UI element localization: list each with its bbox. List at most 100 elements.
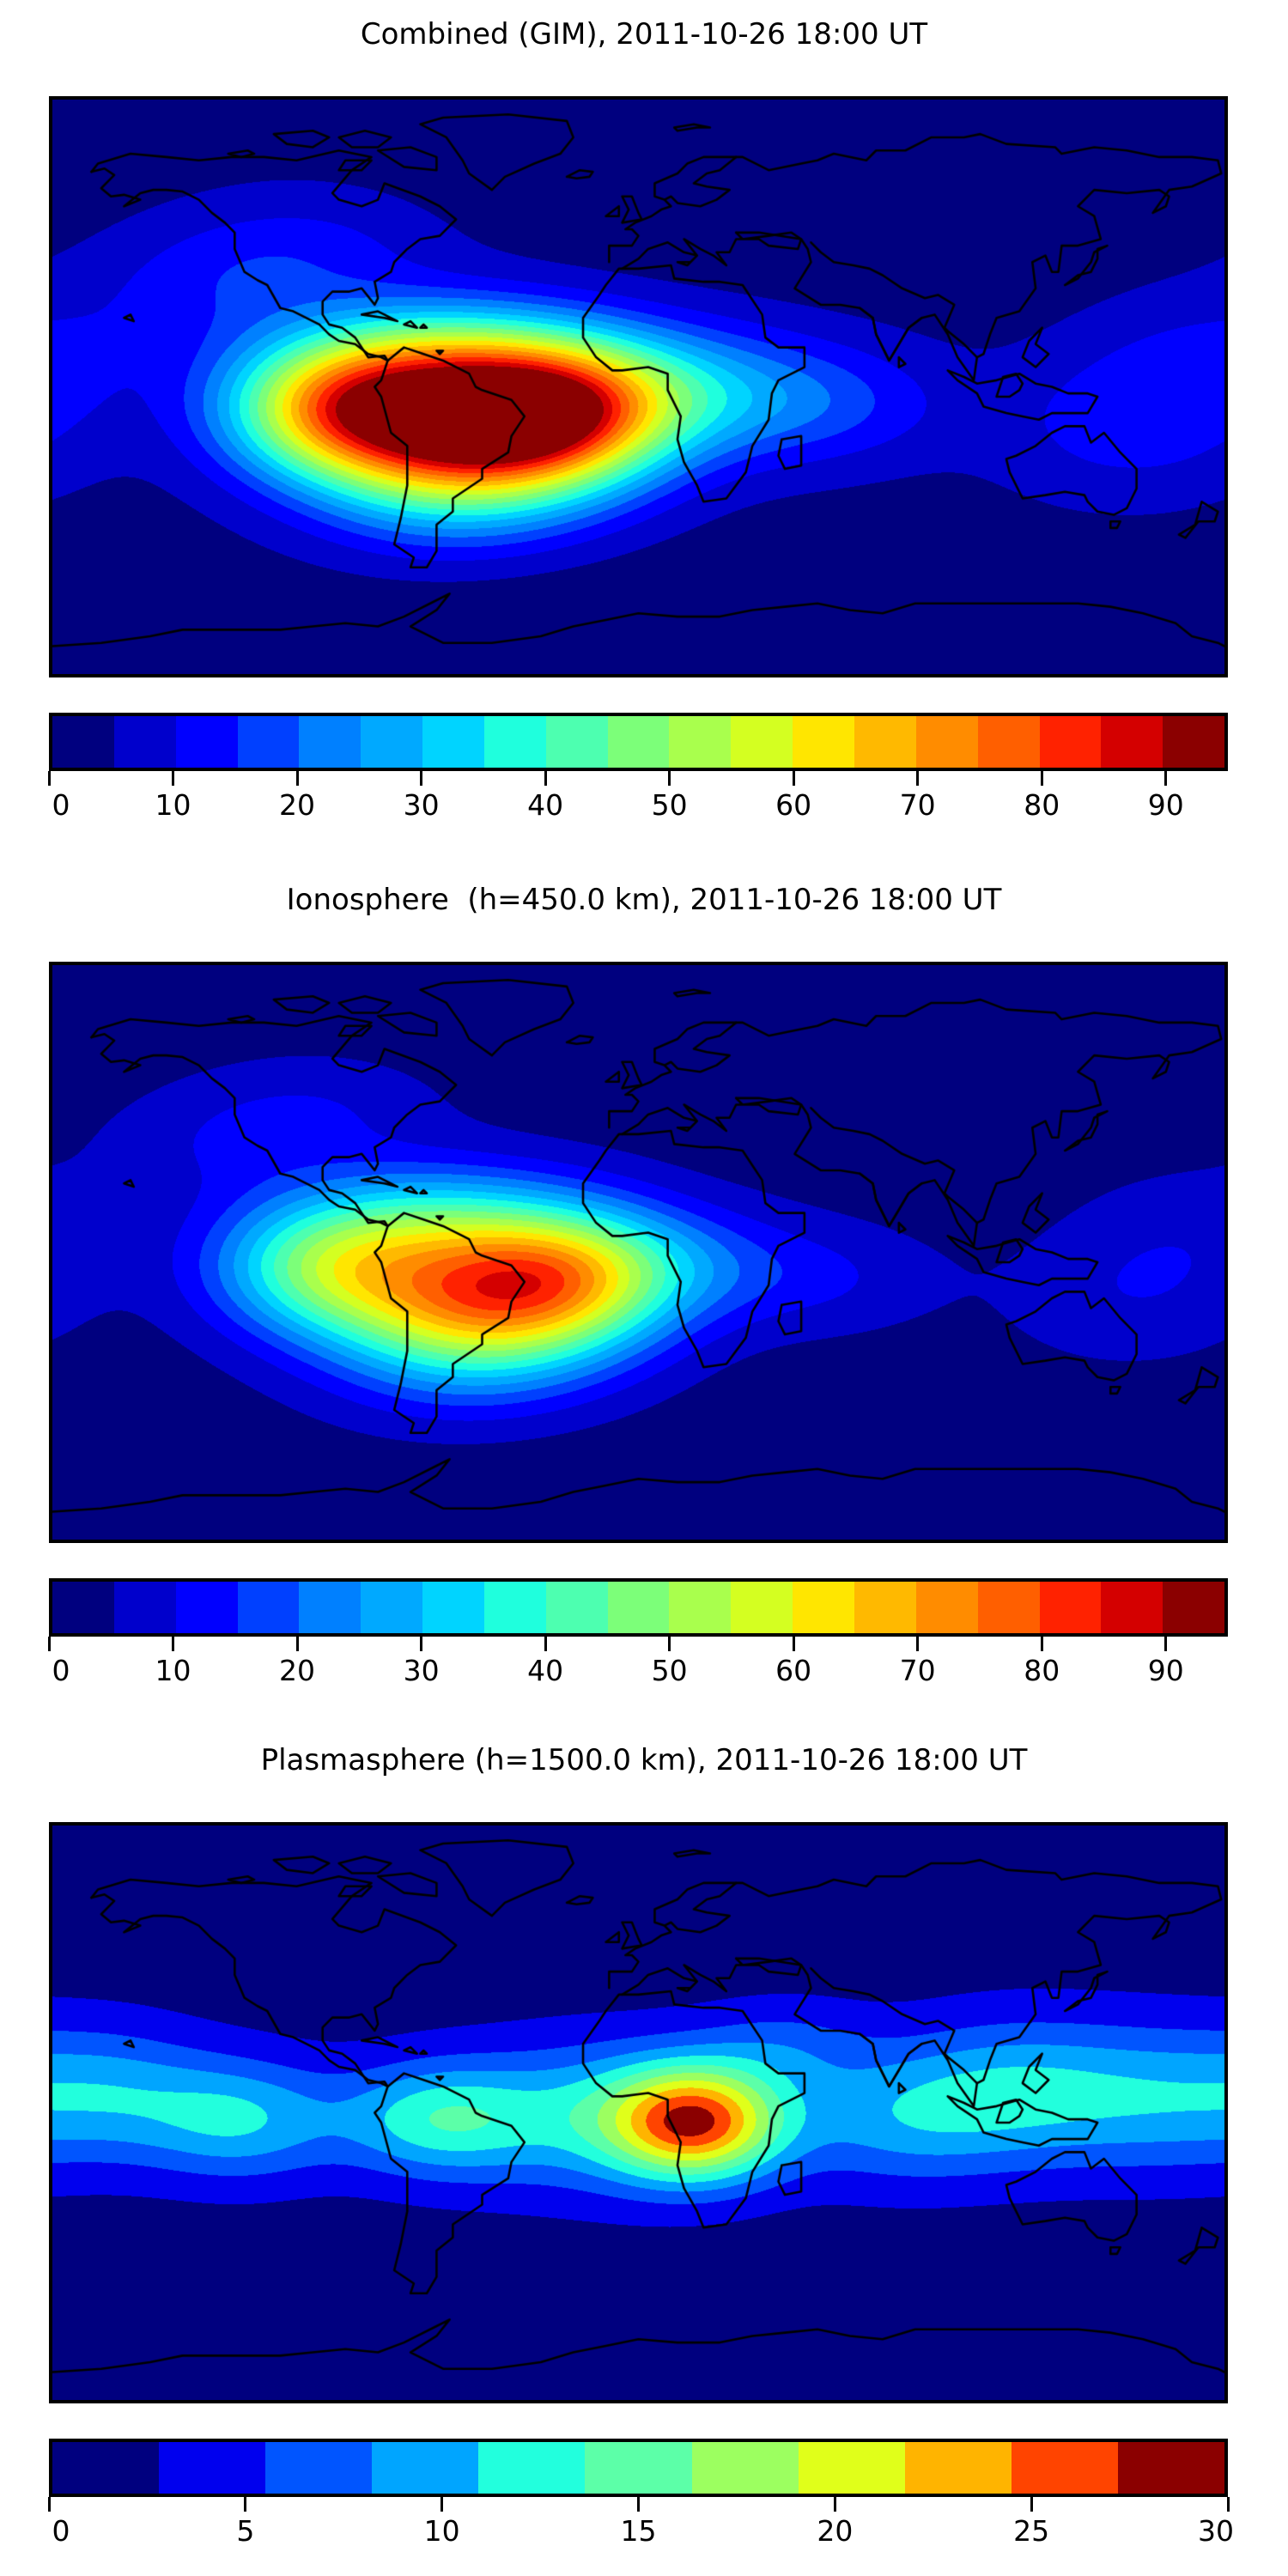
colorbar-plasmasphere: 0 5 10 15 20 25 30 — [47, 2439, 1234, 2567]
colorbar-tick-label: 30 — [403, 788, 440, 822]
colorbar-tick-label: 60 — [775, 1654, 812, 1687]
colorbar-combined: 0 10 20 30 40 50 60 70 80 90 — [47, 713, 1228, 841]
colorbar-tick — [916, 1637, 920, 1651]
colorbar-segment — [854, 1582, 916, 1633]
colorbar-segment — [798, 2442, 905, 2494]
colorbar-segment — [1039, 1582, 1102, 1633]
colorbar-segment — [361, 1582, 423, 1633]
colorbar-segment — [669, 1582, 732, 1633]
colorbar-segment — [915, 716, 978, 768]
colorbar-tick — [792, 771, 795, 786]
colorbar-tick — [47, 771, 51, 786]
colorbar-tick — [1040, 1637, 1043, 1651]
colorbar-axis-plasmasphere: 0 5 10 15 20 25 30 — [47, 2497, 1234, 2557]
colorbar-tick — [637, 2497, 640, 2512]
colorbar-segment — [1039, 716, 1102, 768]
panel-title-combined: Combined (GIM), 2011-10-26 18:00 UT — [360, 17, 928, 52]
panel-combined-gim: Combined (GIM), 2011-10-26 18:00 UT 0 10 2… — [0, 0, 1288, 859]
colorbar-segment — [422, 1582, 484, 1633]
colorbar-tick-label: 0 — [52, 2514, 70, 2548]
panel-title-ionosphere: Ionosphere (h=450.0 km), 2011-10-26 18:0… — [286, 883, 1002, 917]
colorbar-tick — [833, 2497, 836, 2512]
colorbar-tick-label: 0 — [52, 1654, 70, 1687]
colorbar-tick — [295, 771, 299, 786]
colorbar-tick-label: 70 — [899, 788, 936, 822]
contour-raster — [52, 1826, 1224, 2400]
colorbar-segment — [545, 716, 608, 768]
contour-raster — [52, 965, 1224, 1540]
colorbar-segment — [1163, 716, 1225, 768]
colorbar-tick-label: 50 — [651, 1654, 688, 1687]
colorbar-tick — [172, 1637, 175, 1651]
colorbar-segment — [607, 716, 670, 768]
colorbar-segment — [669, 716, 732, 768]
colorbar-segment — [299, 1582, 361, 1633]
colorbar-tick — [47, 1637, 51, 1651]
colorbar-tick-label: 20 — [817, 2514, 854, 2548]
colorbar-tick — [295, 1637, 299, 1651]
panel-plasmasphere: Plasmasphere (h=1500.0 km), 2011-10-26 1… — [0, 1717, 1288, 2576]
colorbar-segment — [483, 716, 546, 768]
colorbar-tick — [668, 1637, 671, 1651]
colorbar-ionosphere: 0 10 20 30 40 50 60 70 80 90 — [47, 1578, 1228, 1707]
colorbar-axis-combined: 0 10 20 30 40 50 60 70 80 90 — [47, 771, 1228, 831]
colorbar-segment — [691, 2442, 799, 2494]
panel-ionosphere: Ionosphere (h=450.0 km), 2011-10-26 18:0… — [0, 859, 1288, 1717]
colorbar-segment — [1163, 1582, 1225, 1633]
colorbar-segment — [175, 716, 238, 768]
colorbar-tick-label: 60 — [775, 788, 812, 822]
colorbar-tick-label: 20 — [279, 1654, 316, 1687]
colorbar-segment — [422, 716, 484, 768]
colorbar-segment — [1011, 2442, 1118, 2494]
colorbar-segment — [265, 2442, 373, 2494]
colorbar-segment — [159, 2442, 266, 2494]
colorbar-segment — [1101, 1582, 1163, 1633]
map-plasmasphere — [49, 1822, 1228, 2403]
colorbar-segment — [585, 2442, 692, 2494]
colorbar-tick-label: 90 — [1147, 1654, 1184, 1687]
colorbar-segment — [793, 1582, 854, 1633]
colorbar-strip-ionosphere — [49, 1578, 1228, 1637]
colorbar-tick-label: 90 — [1147, 788, 1184, 822]
colorbar-tick — [1164, 771, 1168, 786]
colorbar-segment — [545, 1582, 608, 1633]
map-combined-gim — [49, 96, 1228, 677]
colorbar-segment — [854, 716, 916, 768]
colorbar-tick-label: 80 — [1024, 1654, 1060, 1687]
colorbar-segment — [175, 1582, 238, 1633]
colorbar-tick — [916, 771, 920, 786]
colorbar-tick-label: 80 — [1024, 788, 1060, 822]
colorbar-segment — [915, 1582, 978, 1633]
colorbar-tick — [1164, 1637, 1168, 1651]
colorbar-segment — [299, 716, 361, 768]
colorbar-tick — [1040, 771, 1043, 786]
colorbar-tick-label: 30 — [1198, 2514, 1234, 2548]
colorbar-tick-label: 40 — [527, 1654, 564, 1687]
colorbar-tick — [47, 2497, 51, 2512]
colorbar-tick-label: 70 — [899, 1654, 936, 1687]
colorbar-axis-ionosphere: 0 10 20 30 40 50 60 70 80 90 — [47, 1637, 1228, 1697]
colorbar-tick — [420, 771, 423, 786]
map-ionosphere — [49, 962, 1228, 1543]
colorbar-tick — [668, 771, 671, 786]
colorbar-tick-label: 10 — [155, 788, 191, 822]
colorbar-segment — [1117, 2442, 1225, 2494]
panel-title-plasmasphere: Plasmasphere (h=1500.0 km), 2011-10-26 1… — [260, 1743, 1028, 1777]
colorbar-tick-label: 10 — [423, 2514, 460, 2548]
colorbar-segment — [52, 1582, 114, 1633]
colorbar-tick-label: 25 — [1013, 2514, 1050, 2548]
colorbar-segment — [607, 1582, 670, 1633]
colorbar-strip-plasmasphere — [49, 2439, 1228, 2497]
contour-raster — [52, 100, 1224, 674]
colorbar-segment — [731, 716, 793, 768]
colorbar-segment — [478, 2442, 586, 2494]
colorbar-tick — [1030, 2497, 1033, 2512]
colorbar-tick — [544, 771, 547, 786]
colorbar-tick — [792, 1637, 795, 1651]
colorbar-tick-label: 50 — [651, 788, 688, 822]
colorbar-tick-label: 10 — [155, 1654, 191, 1687]
colorbar-tick — [1226, 2497, 1230, 2512]
colorbar-tick — [244, 2497, 247, 2512]
colorbar-segment — [977, 1582, 1040, 1633]
colorbar-tick-label: 5 — [236, 2514, 255, 2548]
